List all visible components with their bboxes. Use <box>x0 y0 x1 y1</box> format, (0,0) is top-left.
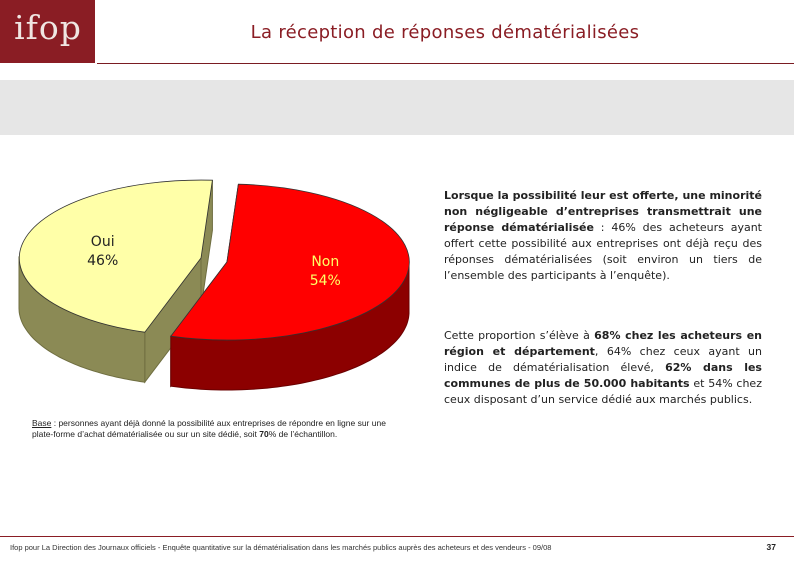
ifop-logo: ifop <box>0 0 95 63</box>
pie-label-non-value: 54% <box>310 273 341 289</box>
pie-chart: Oui 46% Non 54% <box>18 179 410 391</box>
title-divider <box>97 63 794 64</box>
pie-slice-non <box>170 183 410 341</box>
para2-bold-1: 68% chez les acheteurs en région et dépa… <box>444 329 762 358</box>
base-bold: 70 <box>259 429 269 439</box>
pie-tops <box>18 179 410 341</box>
page-number: 37 <box>766 542 776 552</box>
pie-slice-oui <box>18 179 213 333</box>
para2-text-2: , 64% chez ceux ayant un indice de démat… <box>444 345 762 374</box>
footer-divider <box>0 536 794 537</box>
pie-label-oui-name: Oui <box>91 234 115 250</box>
footer-text: Ifop pour La Direction des Journaux offi… <box>10 543 552 552</box>
paragraph-2: Cette proportion s’élève à 68% chez les … <box>444 328 762 408</box>
base-text-1: : personnes ayant déjà donné la possibil… <box>32 418 386 439</box>
grey-banner <box>0 80 794 135</box>
base-label: Base <box>32 418 52 428</box>
page-title: La réception de réponses dématérialisées <box>250 22 640 43</box>
pie-label-non-name: Non <box>311 254 339 270</box>
para1-bold: Lorsque la possibilité leur est offerte,… <box>444 189 762 234</box>
para1-text: : 46% des acheteurs ayant offert cette p… <box>444 221 762 282</box>
paragraph-1: Lorsque la possibilité leur est offerte,… <box>444 188 762 284</box>
para2-text-1: Cette proportion s’élève à <box>444 329 595 342</box>
para2-text-3: et 54% chez ceux disposant d’un service … <box>444 377 762 406</box>
para2-bold-2: 62% dans les communes de plus de 50.000 … <box>444 361 762 390</box>
pie-label-oui-value: 46% <box>87 253 118 269</box>
pie-labels: Oui 46% Non 54% <box>87 234 341 289</box>
base-text-2: % de l’échantillon. <box>268 429 338 439</box>
logo-text: ifop <box>14 8 82 47</box>
base-note: Base : personnes ayant déjà donné la pos… <box>32 418 404 440</box>
